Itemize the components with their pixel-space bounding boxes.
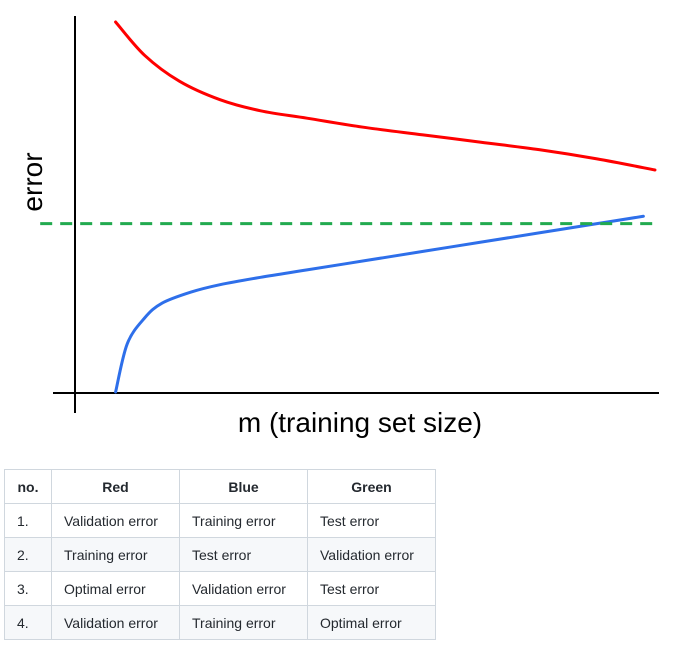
chart-axes	[53, 16, 659, 413]
row-number: 2.	[4, 537, 52, 572]
blue-cell: Validation error	[179, 571, 308, 606]
y-axis-label: error	[17, 152, 48, 211]
red-cell: Validation error	[51, 503, 180, 538]
green-cell: Test error	[307, 503, 436, 538]
chart-series	[40, 20, 657, 394]
row-number: 3.	[4, 571, 52, 606]
header-green: Green	[307, 469, 436, 504]
table-row: 4. Validation error Training error Optim…	[4, 605, 436, 640]
red-curve	[114, 20, 657, 172]
red-cell: Validation error	[51, 605, 180, 640]
row-number: 1.	[4, 503, 52, 538]
blue-curve	[114, 214, 645, 394]
learning-curve-chart: m (training set size) error	[17, 16, 659, 438]
x-axis-label: m (training set size)	[238, 407, 482, 438]
red-cell: Optimal error	[51, 571, 180, 606]
blue-cell: Training error	[179, 605, 308, 640]
header-red: Red	[51, 469, 180, 504]
blue-cell: Test error	[179, 537, 308, 572]
red-cell: Training error	[51, 537, 180, 572]
header-blue: Blue	[179, 469, 308, 504]
green-cell: Validation error	[307, 537, 436, 572]
table-header-row: no. Red Blue Green	[4, 469, 436, 504]
header-no: no.	[4, 469, 52, 504]
table-row: 3. Optimal error Validation error Test e…	[4, 571, 436, 606]
table-row: 2. Training error Test error Validation …	[4, 537, 436, 572]
row-number: 4.	[4, 605, 52, 640]
blue-cell: Training error	[179, 503, 308, 538]
green-cell: Test error	[307, 571, 436, 606]
answer-options-table: no. Red Blue Green 1. Validation error T…	[4, 469, 436, 640]
green-cell: Optimal error	[307, 605, 436, 640]
table-row: 1. Validation error Training error Test …	[4, 503, 436, 538]
